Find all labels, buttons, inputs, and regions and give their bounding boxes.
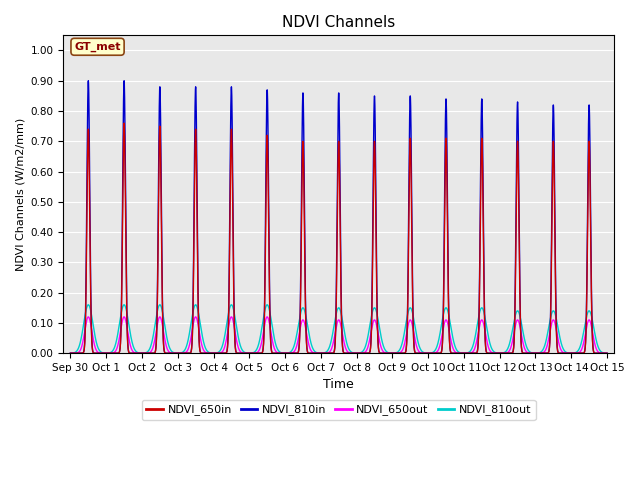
NDVI_650in <box>120 120 128 126</box>
NDVI_810in <box>268 347 275 352</box>
NDVI_650in <box>268 347 275 353</box>
NDVI_810in <box>67 350 74 356</box>
NDVI_650out <box>603 350 611 356</box>
Line: NDVI_650in: NDVI_650in <box>70 123 607 353</box>
Title: NDVI Channels: NDVI Channels <box>282 15 396 30</box>
X-axis label: Time: Time <box>323 378 354 392</box>
Y-axis label: NDVI Channels (W/m2/mm): NDVI Channels (W/m2/mm) <box>15 118 25 271</box>
NDVI_810out <box>603 350 611 356</box>
Legend: NDVI_650in, NDVI_810in, NDVI_650out, NDVI_810out: NDVI_650in, NDVI_810in, NDVI_650out, NDV… <box>142 400 536 420</box>
Line: NDVI_810in: NDVI_810in <box>70 81 607 353</box>
NDVI_810out <box>84 302 92 308</box>
NDVI_810out <box>268 318 275 324</box>
NDVI_650in <box>67 350 74 356</box>
NDVI_810in <box>489 350 497 356</box>
NDVI_810out <box>489 348 497 353</box>
NDVI_650in <box>176 350 184 356</box>
Line: NDVI_810out: NDVI_810out <box>70 305 607 353</box>
NDVI_650in <box>601 350 609 356</box>
NDVI_810out <box>176 350 184 356</box>
NDVI_810out <box>67 350 74 356</box>
NDVI_810out <box>413 333 420 338</box>
NDVI_650in <box>181 350 189 356</box>
Line: NDVI_650out: NDVI_650out <box>70 317 607 353</box>
NDVI_650out <box>84 314 92 320</box>
NDVI_810in <box>84 78 92 84</box>
NDVI_810in <box>603 350 611 356</box>
NDVI_650out <box>413 344 420 349</box>
NDVI_650out <box>489 350 497 356</box>
NDVI_650in <box>603 350 611 356</box>
NDVI_650out <box>181 350 189 356</box>
NDVI_810in <box>413 350 420 356</box>
NDVI_810in <box>601 350 609 356</box>
NDVI_810in <box>176 350 184 356</box>
NDVI_650in <box>413 350 420 356</box>
NDVI_650out <box>601 350 609 356</box>
NDVI_810in <box>181 350 189 356</box>
NDVI_650out <box>176 350 184 356</box>
NDVI_810out <box>181 346 189 352</box>
NDVI_650in <box>489 350 497 356</box>
NDVI_650out <box>67 350 74 356</box>
NDVI_650out <box>268 332 275 338</box>
NDVI_810out <box>601 350 609 356</box>
Text: GT_met: GT_met <box>74 42 121 52</box>
